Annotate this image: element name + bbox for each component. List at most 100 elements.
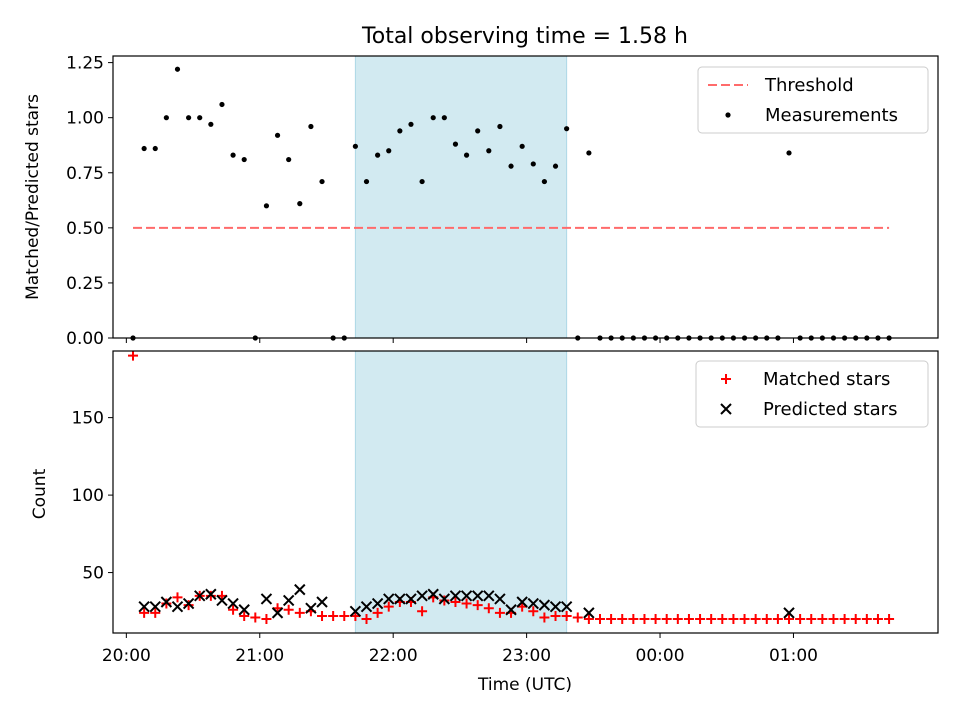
matched-point [839, 614, 850, 625]
measurement-point [163, 115, 169, 121]
measurement-point [141, 145, 147, 152]
matched-point [806, 614, 817, 625]
measurement-point [541, 178, 548, 185]
legend-matched-swatch [721, 374, 731, 384]
predicted-point [394, 593, 406, 605]
predicted-point [583, 607, 595, 619]
measurement-point [497, 123, 503, 130]
measurement-point [430, 115, 436, 121]
chart-title: Total observing time = 1.58 h [361, 24, 688, 49]
x-tick-label: 21:00 [235, 646, 284, 666]
x-tick-label: 20:00 [102, 646, 151, 666]
measurement-point [786, 150, 792, 156]
predicted-point [271, 607, 284, 619]
predicted-point [171, 600, 184, 613]
matched-point [361, 614, 372, 625]
y-tick-label: 1.00 [66, 109, 104, 129]
measurement-point [186, 115, 192, 121]
matched-point [472, 600, 483, 611]
matched-point [228, 604, 239, 615]
predicted-point [549, 600, 562, 613]
y-tick-label: 0.50 [66, 219, 104, 239]
measurement-point [274, 132, 281, 138]
matched-point [661, 614, 672, 625]
measurement-point [386, 148, 392, 154]
series-predicted-stars [138, 583, 795, 619]
highlight-span [354, 350, 568, 634]
matched-point [872, 614, 883, 625]
matched-point [139, 607, 150, 618]
matched-point [784, 614, 795, 625]
legend-label: Threshold [764, 75, 854, 96]
measurement-point [452, 141, 459, 147]
x-axis-label: Time (UTC) [477, 675, 572, 695]
measurement-point [463, 152, 470, 158]
legend-predicted-swatch [720, 403, 732, 415]
matched-point [850, 614, 861, 625]
measurement-point [375, 152, 381, 158]
matched-point [695, 614, 706, 625]
predicted-point [449, 590, 462, 602]
x-tick-label: 01:00 [769, 646, 818, 666]
legend-box [695, 360, 929, 428]
predicted-point [560, 600, 573, 613]
measurement-point [508, 163, 514, 169]
predicted-point [160, 596, 173, 608]
matched-point [717, 614, 728, 625]
matched-point [317, 610, 328, 621]
predicted-point [305, 602, 317, 614]
predicted-point [483, 590, 495, 602]
matched-point [761, 614, 772, 625]
y-tick-label: 1.25 [66, 54, 104, 74]
predicted-point [460, 590, 473, 602]
predicted-point [371, 597, 384, 610]
matched-point [583, 614, 594, 625]
matched-point [606, 614, 617, 625]
y-tick-label: 0.75 [66, 164, 104, 184]
matched-point [550, 610, 561, 621]
y-tick-label: 100 [72, 486, 104, 506]
predicted-point [383, 593, 395, 605]
axes-frame [112, 350, 939, 634]
matched-point [672, 614, 683, 625]
predicted-point [527, 597, 539, 610]
matched-point [561, 610, 572, 621]
matched-point [795, 614, 806, 625]
matched-point [417, 606, 428, 617]
matched-point [261, 614, 272, 625]
matched-point [294, 607, 305, 618]
measurement-point [530, 161, 536, 167]
measurement-point [174, 66, 181, 72]
predicted-point [216, 594, 228, 607]
matched-point [439, 595, 450, 606]
measurement-point [397, 128, 403, 134]
predicted-point [260, 593, 273, 605]
predicted-point [405, 593, 417, 605]
matched-point [750, 614, 761, 625]
matched-point [339, 610, 350, 621]
y-tick-label: 0.00 [66, 329, 104, 349]
measurement-point [286, 156, 292, 163]
measurement-point [308, 123, 314, 130]
matched-point [617, 614, 628, 625]
measurement-point [441, 115, 447, 121]
y-tick-label: 150 [72, 409, 104, 429]
predicted-point [205, 588, 217, 600]
highlight-span [354, 55, 568, 339]
measurement-point [219, 101, 225, 108]
matched-point [494, 607, 505, 618]
measurement-point [419, 178, 425, 185]
matched-point [128, 350, 139, 361]
measurement-point [230, 152, 236, 158]
matched-point [861, 614, 872, 625]
matched-point [828, 614, 839, 625]
measurement-point [519, 143, 525, 149]
predicted-point [516, 596, 528, 608]
y-tick-label: 50 [82, 564, 104, 584]
predicted-point [783, 607, 795, 619]
matched-point [483, 603, 494, 614]
matched-point [150, 607, 161, 618]
x-tick-label: 00:00 [636, 646, 685, 666]
measurement-point [475, 128, 481, 134]
predicted-point [316, 596, 328, 608]
